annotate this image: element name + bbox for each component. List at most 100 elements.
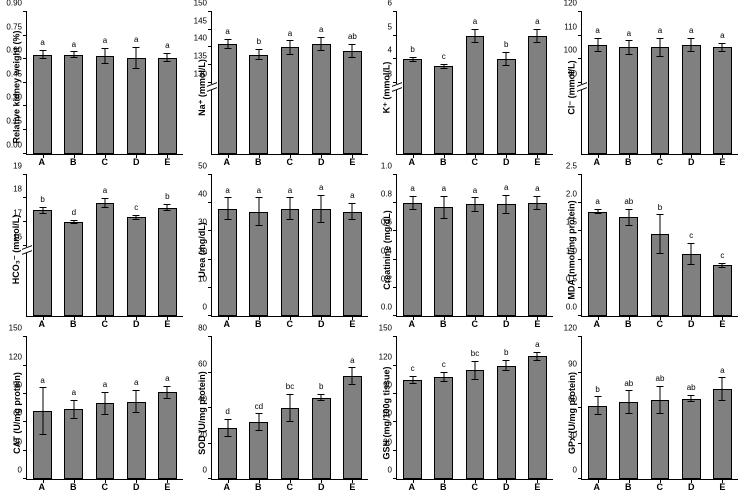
error-bar: [227, 419, 228, 437]
significance-label: c: [442, 52, 446, 61]
x-tick-label: A: [593, 319, 600, 329]
chart-panel: Urea (mg/dL)01020304050aaaaaABCDE: [193, 171, 374, 330]
x-tick-label: D: [133, 157, 140, 167]
bar: [64, 222, 83, 316]
x-tick-label: D: [503, 157, 510, 167]
significance-label: b: [658, 203, 662, 212]
x-tick-label: D: [688, 319, 695, 329]
x-tick-label: C: [471, 157, 478, 167]
x-tick-label: E: [719, 482, 725, 492]
significance-label: bc: [471, 349, 479, 358]
x-tick-label: E: [719, 319, 725, 329]
y-tick-label: 120: [379, 352, 397, 361]
y-tick-label: 0.00: [6, 140, 27, 149]
x-tick-label: C: [471, 319, 478, 329]
significance-label: a: [535, 184, 539, 193]
error-bar: [105, 392, 106, 415]
y-tick-label: 80: [198, 324, 212, 333]
bar: [434, 377, 453, 479]
error-bar: [42, 50, 43, 59]
x-tick-label: A: [223, 157, 230, 167]
y-tick-label: 0.5: [566, 275, 582, 284]
x-tick-label: B: [255, 319, 262, 329]
significance-label: a: [225, 186, 229, 195]
plot-area: 0.00.51.01.52.02.5aabbcc: [581, 175, 738, 318]
significance-label: a: [257, 186, 261, 195]
significance-label: a: [40, 376, 44, 385]
y-tick-label: 0: [388, 466, 397, 475]
x-tick-label: C: [656, 157, 663, 167]
plot-area: 16171819bdacb: [26, 175, 183, 318]
y-axis-label: HCO₃⁻ (mmol/L): [12, 215, 23, 284]
significance-label: a: [595, 26, 599, 35]
error-bar: [443, 196, 444, 219]
x-tick-label: E: [534, 319, 540, 329]
x-tick-label: B: [70, 319, 77, 329]
error-bar: [290, 197, 291, 220]
significance-label: a: [350, 191, 354, 200]
y-tick-label: 5: [388, 22, 397, 31]
y-tick-label: 30: [198, 218, 212, 227]
bar: [158, 392, 177, 479]
error-bar: [227, 39, 228, 50]
x-tick-label: C: [101, 482, 108, 492]
plot-area: 0306090120150aaaaa: [26, 337, 183, 480]
x-tick-label: B: [70, 482, 77, 492]
error-bar: [227, 197, 228, 220]
bar: [64, 409, 83, 479]
y-tick-label: 1.0: [566, 246, 582, 255]
error-bar: [136, 47, 137, 69]
y-tick-label: 120: [9, 352, 27, 361]
error-bar: [691, 395, 692, 402]
x-tick-label: B: [440, 157, 447, 167]
x-tick-label: C: [656, 482, 663, 492]
chart-panel: SOD (U/mg protein)020406080dcdbcbaABCDE: [193, 333, 374, 492]
chart-panel: K⁺ (mmol/L)3456bcabaABCDE: [378, 8, 559, 167]
y-tick-label: 130: [194, 69, 212, 78]
error-bar: [105, 198, 106, 207]
bar: [403, 380, 422, 479]
error-bar: [722, 377, 723, 401]
y-axis-label: GPx (U/mg protein): [567, 372, 577, 454]
significance-label: a: [288, 186, 292, 195]
chart-panel: CAT (U/mg protein)0306090120150aaaaaABCD…: [8, 333, 189, 492]
significance-label: ab: [624, 379, 633, 388]
error-bar: [290, 394, 291, 422]
bar: [158, 208, 177, 317]
y-tick-label: 0.0: [566, 303, 582, 312]
error-bar: [412, 196, 413, 210]
chart-panel: MDA (nmol/mg protein)0.00.51.01.52.02.5a…: [563, 171, 744, 330]
x-tick-label: C: [101, 157, 108, 167]
significance-label: b: [595, 385, 599, 394]
error-bar: [722, 263, 723, 269]
significance-label: a: [720, 366, 724, 375]
significance-label: ab: [348, 32, 357, 41]
significance-label: a: [40, 38, 44, 47]
y-tick-label: 0.2: [381, 275, 397, 284]
y-tick-label: 60: [383, 409, 397, 418]
error-bar: [628, 390, 629, 414]
y-tick-label: 18: [13, 185, 27, 194]
bar: [588, 212, 607, 317]
error-bar: [167, 386, 168, 399]
y-tick-label: 60: [13, 409, 27, 418]
x-tick-label: A: [38, 482, 45, 492]
x-tick-label: C: [471, 482, 478, 492]
error-bar: [597, 209, 598, 215]
bar: [281, 209, 300, 317]
significance-label: a: [473, 186, 477, 195]
significance-label: cd: [255, 402, 263, 411]
chart-panel: Creatinine (mg/dL)0.00.20.40.60.81.0aaaa…: [378, 171, 559, 330]
error-bar: [506, 52, 507, 66]
bar: [528, 356, 547, 479]
x-tick-label: A: [38, 319, 45, 329]
y-tick-label: 110: [564, 22, 582, 31]
error-bar: [660, 386, 661, 414]
y-tick-label: 40: [198, 395, 212, 404]
significance-label: a: [410, 184, 414, 193]
significance-label: b: [504, 348, 508, 357]
plot-area: 01020304050aaaaa: [211, 175, 368, 318]
x-tick-label: B: [440, 482, 447, 492]
plot-area: 0306090120babababa: [581, 337, 738, 480]
significance-label: a: [535, 340, 539, 349]
